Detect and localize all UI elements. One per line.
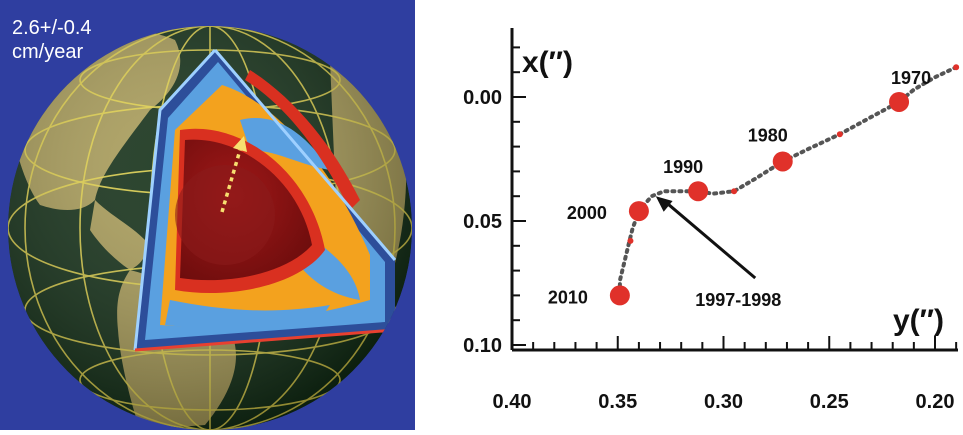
dotted-arrow-icon xyxy=(220,149,242,213)
y-tick-label: 0.00 xyxy=(463,87,502,109)
rate-value-label: 2.6+/-0.4 xyxy=(12,17,92,39)
year-label: 2010 xyxy=(548,287,588,307)
annotation: 1997-1998 xyxy=(655,196,781,310)
x-tick-label: 0.25 xyxy=(810,391,849,413)
chart-svg: 0.00 0.05 0.10 x(″) 0.40 0.35 0.30 0.25 0.20 y(″… xyxy=(463,28,960,413)
x-tick-label: 0.40 xyxy=(493,391,532,413)
year-marker xyxy=(688,181,709,202)
year-marker xyxy=(628,201,649,222)
earth-cutaway xyxy=(133,48,397,352)
x-tick-label: 0.35 xyxy=(598,391,637,413)
year-label: 1980 xyxy=(748,125,788,145)
globe-illustration: 2.6+/-0.4 cm/year xyxy=(0,0,415,430)
year-marker xyxy=(609,285,630,306)
year-markers: 1970 1980 1990 2000 2010 xyxy=(548,68,931,307)
y-tick-label: 0.05 xyxy=(463,211,502,233)
year-marker xyxy=(889,91,910,112)
x-tick-label: 0.30 xyxy=(704,391,743,413)
globe-svg: 2.6+/-0.4 cm/year xyxy=(0,0,415,430)
annotation-arrow-line xyxy=(664,201,757,280)
x-axis-label: y(″) xyxy=(893,304,944,337)
path-red-dot xyxy=(836,131,843,138)
rate-unit-label: cm/year xyxy=(12,41,83,63)
path-red-dot xyxy=(731,188,738,195)
y-axis-label: x(″) xyxy=(522,46,573,79)
path-red-dot xyxy=(627,237,634,244)
polar-motion-chart: 0.00 0.05 0.10 x(″) 0.40 0.35 0.30 0.25 0.20 y(″… xyxy=(415,0,963,430)
y-tick-label: 0.10 xyxy=(463,335,502,357)
pole-path xyxy=(617,64,960,298)
year-marker xyxy=(772,151,793,172)
dotted-arrow-head xyxy=(233,136,247,152)
year-label: 1970 xyxy=(891,68,931,88)
x-axis: 0.40 0.35 0.30 0.25 0.20 y(″) xyxy=(493,304,958,413)
y-axis: 0.00 0.05 0.10 x(″) xyxy=(463,28,573,357)
year-label: 2000 xyxy=(567,203,607,223)
path-red-dot xyxy=(953,64,960,71)
annotation-arrow-head xyxy=(655,196,673,212)
annotation-label: 1997-1998 xyxy=(695,290,781,310)
year-label: 1990 xyxy=(663,157,703,177)
x-tick-label: 0.20 xyxy=(916,391,955,413)
